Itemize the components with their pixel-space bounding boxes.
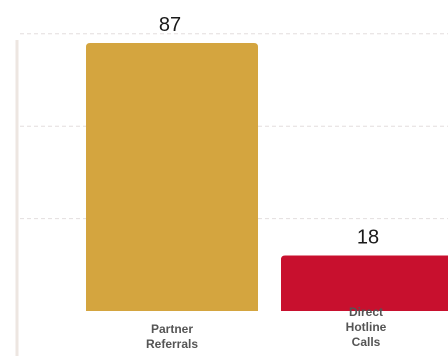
value-label: 18: [357, 227, 379, 249]
bars: [86, 43, 448, 311]
category-label: Direct Hotline Calls: [346, 305, 387, 349]
category-labels: Partner Referrals Direct Hotline Calls: [146, 305, 387, 351]
value-labels: 87 18: [159, 14, 379, 249]
category-label: Partner Referrals: [146, 322, 198, 351]
value-label: 87: [159, 14, 181, 36]
bar: [281, 255, 448, 311]
bar: [86, 43, 258, 311]
